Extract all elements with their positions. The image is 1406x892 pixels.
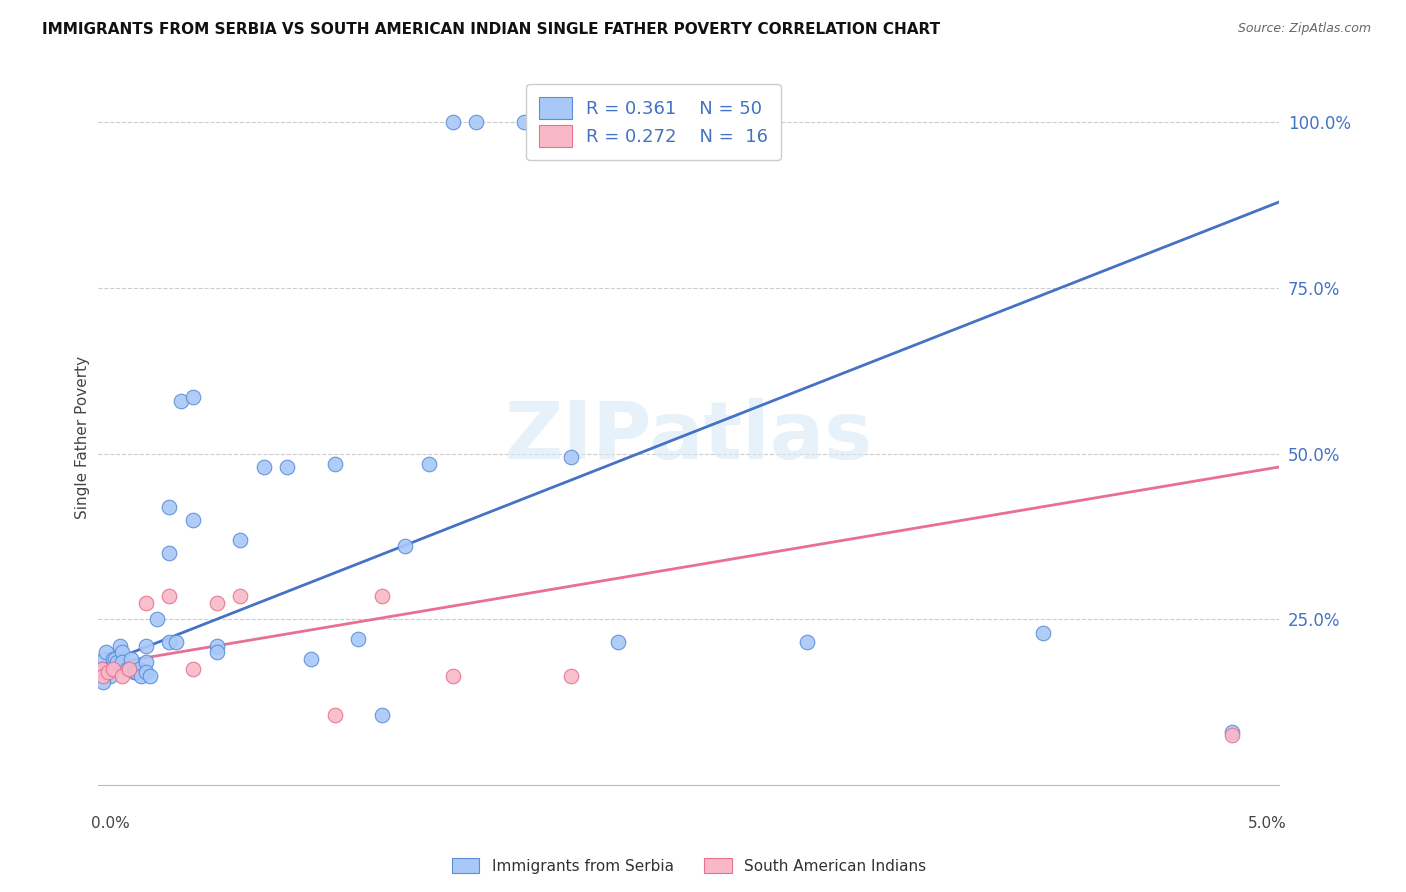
Point <box>165 635 187 649</box>
Text: ZIPatlas: ZIPatlas <box>505 398 873 476</box>
Point <box>1032 625 1054 640</box>
Point <box>129 668 152 682</box>
Point <box>157 635 180 649</box>
Point <box>97 662 120 676</box>
Point <box>91 668 114 682</box>
Point <box>1220 725 1243 739</box>
Point <box>101 662 124 676</box>
Point <box>93 652 115 666</box>
Point <box>347 632 370 647</box>
Point <box>91 662 114 676</box>
Point <box>128 662 150 676</box>
Point <box>418 457 440 471</box>
Point <box>122 665 145 680</box>
Point <box>157 546 180 560</box>
Legend: Immigrants from Serbia, South American Indians: Immigrants from Serbia, South American I… <box>446 852 932 880</box>
Text: 0.0%: 0.0% <box>91 816 131 831</box>
Point <box>104 652 127 666</box>
Point <box>135 665 157 680</box>
Point <box>253 459 276 474</box>
Point <box>111 656 134 670</box>
Point <box>135 656 157 670</box>
Point <box>94 645 117 659</box>
Point <box>512 115 534 129</box>
Point <box>118 662 141 676</box>
Point <box>229 533 252 547</box>
Point <box>139 668 162 682</box>
Text: 5.0%: 5.0% <box>1247 816 1286 831</box>
Point <box>91 675 114 690</box>
Point <box>796 635 818 649</box>
Point <box>97 665 120 680</box>
Point <box>371 708 394 723</box>
Point <box>465 115 488 129</box>
Point <box>157 500 180 514</box>
Point <box>91 662 114 676</box>
Point <box>181 513 204 527</box>
Point <box>118 662 141 676</box>
Point <box>205 645 228 659</box>
Point <box>229 589 252 603</box>
Point <box>323 708 346 723</box>
Text: IMMIGRANTS FROM SERBIA VS SOUTH AMERICAN INDIAN SINGLE FATHER POVERTY CORRELATIO: IMMIGRANTS FROM SERBIA VS SOUTH AMERICAN… <box>42 22 941 37</box>
Point <box>121 652 143 666</box>
Point <box>135 596 157 610</box>
Point <box>441 668 464 682</box>
Point <box>394 540 416 554</box>
Point <box>125 665 148 680</box>
Point <box>607 635 630 649</box>
Point <box>105 656 128 670</box>
Y-axis label: Single Father Poverty: Single Father Poverty <box>75 356 90 518</box>
Point <box>371 589 394 603</box>
Point <box>560 668 582 682</box>
Point <box>157 589 180 603</box>
Point <box>111 668 134 682</box>
Point <box>98 668 121 682</box>
Point <box>108 639 131 653</box>
Point <box>181 390 204 404</box>
Text: Source: ZipAtlas.com: Source: ZipAtlas.com <box>1237 22 1371 36</box>
Point <box>205 639 228 653</box>
Point <box>111 645 134 659</box>
Point <box>323 457 346 471</box>
Point <box>1220 728 1243 742</box>
Point <box>276 459 298 474</box>
Point <box>441 115 464 129</box>
Point <box>299 652 322 666</box>
Point <box>115 662 138 676</box>
Point <box>146 612 169 626</box>
Point <box>170 393 193 408</box>
Point <box>205 596 228 610</box>
Point <box>135 639 157 653</box>
Point <box>560 450 582 464</box>
Point <box>181 662 204 676</box>
Legend: R = 0.361    N = 50, R = 0.272    N =  16: R = 0.361 N = 50, R = 0.272 N = 16 <box>526 85 780 160</box>
Point <box>101 652 124 666</box>
